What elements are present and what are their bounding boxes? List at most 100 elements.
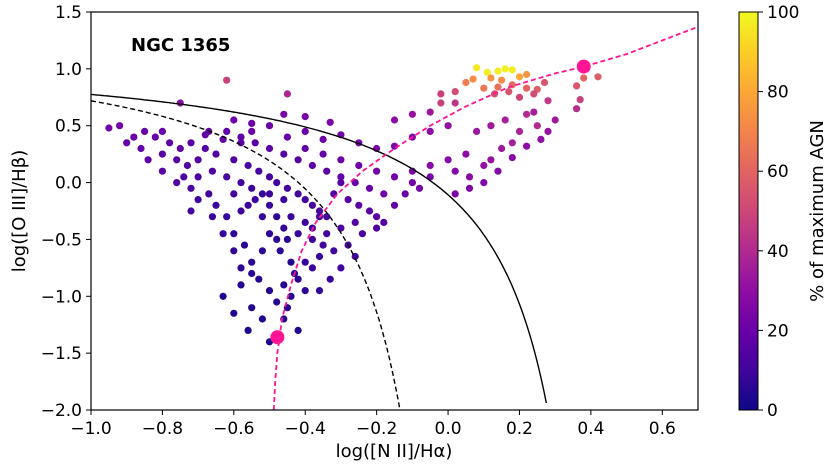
data-point (294, 156, 302, 164)
data-point (508, 66, 516, 74)
data-point (444, 156, 452, 164)
data-point (358, 230, 366, 238)
data-point (537, 135, 545, 143)
data-point (337, 173, 345, 181)
data-point (187, 139, 195, 147)
data-point (273, 179, 281, 187)
data-point (173, 179, 181, 187)
data-point (223, 76, 231, 84)
data-point (265, 173, 274, 181)
data-point (248, 304, 256, 312)
data-point (523, 110, 531, 118)
x-tick-label: 0.4 (577, 419, 604, 439)
data-point (351, 252, 359, 261)
data-point (315, 287, 324, 295)
data-point (315, 207, 324, 215)
curve-mixing-sequence (272, 25, 698, 410)
data-point (230, 230, 238, 238)
data-point (294, 275, 302, 283)
y-tick-label: −0.5 (41, 230, 82, 250)
y-tick-label: −2.0 (41, 401, 82, 421)
data-point (426, 127, 434, 135)
data-point (308, 201, 316, 209)
data-point (244, 161, 252, 170)
chart-title: NGC 1365 (131, 35, 230, 56)
data-point (355, 201, 363, 209)
data-point (212, 201, 220, 209)
data-point (248, 119, 256, 127)
data-point (273, 235, 281, 243)
x-tick-label: 0.0 (435, 419, 462, 439)
data-point (462, 150, 470, 158)
y-tick-label: 1.5 (55, 3, 82, 23)
data-point (573, 105, 581, 113)
data-point (337, 264, 345, 272)
data-point (180, 173, 188, 181)
demarcation-curves (91, 25, 698, 410)
data-point (158, 150, 166, 158)
data-point (301, 113, 309, 121)
data-point (255, 167, 263, 175)
data-point (237, 207, 245, 215)
data-point (315, 252, 324, 261)
colorbar-label: % of maximum AGN (807, 120, 828, 302)
data-point (337, 224, 345, 232)
data-point (451, 190, 459, 198)
data-point (426, 161, 434, 170)
data-point (508, 139, 516, 147)
data-point (308, 161, 316, 170)
data-point (237, 139, 245, 147)
data-point (323, 230, 331, 238)
data-point (365, 184, 374, 192)
data-point (319, 241, 327, 249)
data-point (544, 97, 552, 105)
data-point (176, 99, 184, 107)
data-point (501, 116, 509, 124)
data-point (244, 326, 252, 334)
data-point (265, 230, 274, 238)
data-point (265, 287, 274, 295)
data-point (237, 264, 245, 272)
data-point (105, 124, 113, 132)
colorbar-tick-label: 40 (767, 242, 789, 262)
data-point (544, 127, 552, 135)
data-point (240, 241, 249, 249)
x-tick-label: −0.2 (356, 419, 397, 439)
x-axis-ticks: −1.0 −0.8 −0.6 −0.4 −0.2 0.0 0.2 0.4 0.6 (70, 410, 676, 439)
x-tick-label: −1.0 (70, 419, 111, 439)
y-tick-label: 1.0 (55, 60, 82, 80)
data-point (330, 247, 338, 255)
data-point (401, 190, 409, 198)
data-point (573, 82, 581, 90)
y-tick-label: 0.5 (55, 117, 82, 137)
data-point (265, 201, 274, 209)
x-tick-label: 0.2 (506, 419, 533, 439)
data-point (230, 116, 238, 124)
data-point (237, 133, 245, 141)
data-point (265, 144, 274, 153)
data-point (580, 74, 588, 82)
data-point (187, 207, 195, 215)
data-point (251, 196, 259, 204)
data-point (116, 122, 124, 130)
data-point (258, 247, 266, 255)
data-point (337, 156, 345, 164)
data-point (515, 127, 524, 135)
data-point (373, 224, 381, 232)
data-point (390, 116, 399, 124)
data-point (308, 235, 316, 243)
data-point (176, 144, 184, 153)
data-point (480, 161, 488, 170)
data-point (230, 156, 238, 164)
data-point (273, 213, 281, 221)
data-point (141, 127, 149, 135)
data-point (530, 108, 538, 116)
data-point (408, 110, 416, 118)
data-point (287, 213, 295, 221)
data-point (523, 142, 531, 150)
colorbar-tick-label: 20 (767, 321, 789, 341)
data-point (283, 235, 291, 243)
mixing-endpoint-marker (576, 59, 591, 74)
data-point (508, 154, 516, 162)
data-point (248, 258, 256, 266)
